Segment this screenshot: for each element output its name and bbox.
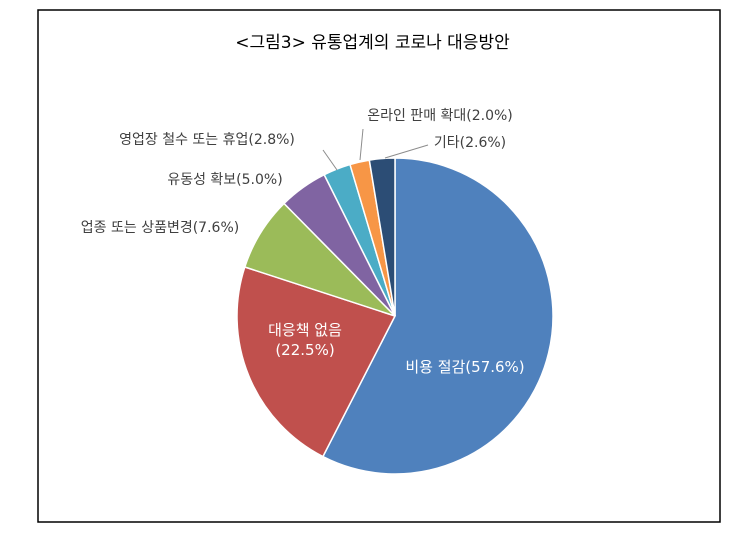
data-label: 비용 절감(57.6%) <box>405 358 525 376</box>
pie-slice <box>321 157 554 475</box>
pie-slice <box>236 266 397 458</box>
chart-title: <그림3> 유통업계의 코로나 대응방안 <box>235 33 510 53</box>
data-label: 온라인 판매 확대(2.0%) <box>367 108 513 124</box>
leader-line <box>359 128 364 161</box>
data-label: 유동성 확보(5.0%) <box>167 172 283 188</box>
data-label: 업종 또는 상품변경(7.6%) <box>80 220 240 236</box>
frame <box>37 9 721 523</box>
data-label: 영업장 철수 또는 휴업(2.8%) <box>119 132 295 148</box>
data-label: 기타(2.6%) <box>433 135 507 151</box>
pie <box>236 157 554 475</box>
leader-line <box>384 144 429 159</box>
pie-slice <box>368 157 396 317</box>
data-label: 대응책 없음 (22.5%) <box>268 321 342 359</box>
leader-line <box>322 149 338 171</box>
